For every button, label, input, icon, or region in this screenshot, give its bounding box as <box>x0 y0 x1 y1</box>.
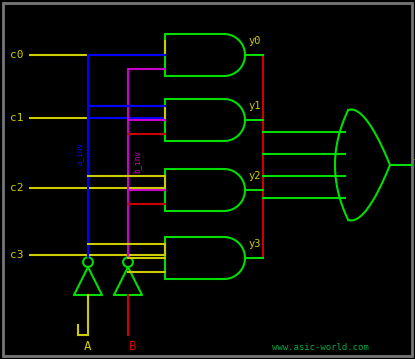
Text: c2: c2 <box>10 183 24 193</box>
Text: b_inv: b_inv <box>132 149 142 173</box>
Text: c3: c3 <box>10 250 24 260</box>
Text: y1: y1 <box>248 101 261 111</box>
Text: y2: y2 <box>248 171 261 181</box>
Text: Y: Y <box>414 159 415 172</box>
Text: c0: c0 <box>10 50 24 60</box>
Text: y0: y0 <box>248 36 261 46</box>
Text: B: B <box>129 340 137 354</box>
Text: y3: y3 <box>248 239 261 249</box>
Text: A: A <box>84 340 92 354</box>
Text: a_inv: a_inv <box>75 141 83 164</box>
Text: c1: c1 <box>10 113 24 123</box>
Text: www.asic-world.com: www.asic-world.com <box>272 344 369 353</box>
